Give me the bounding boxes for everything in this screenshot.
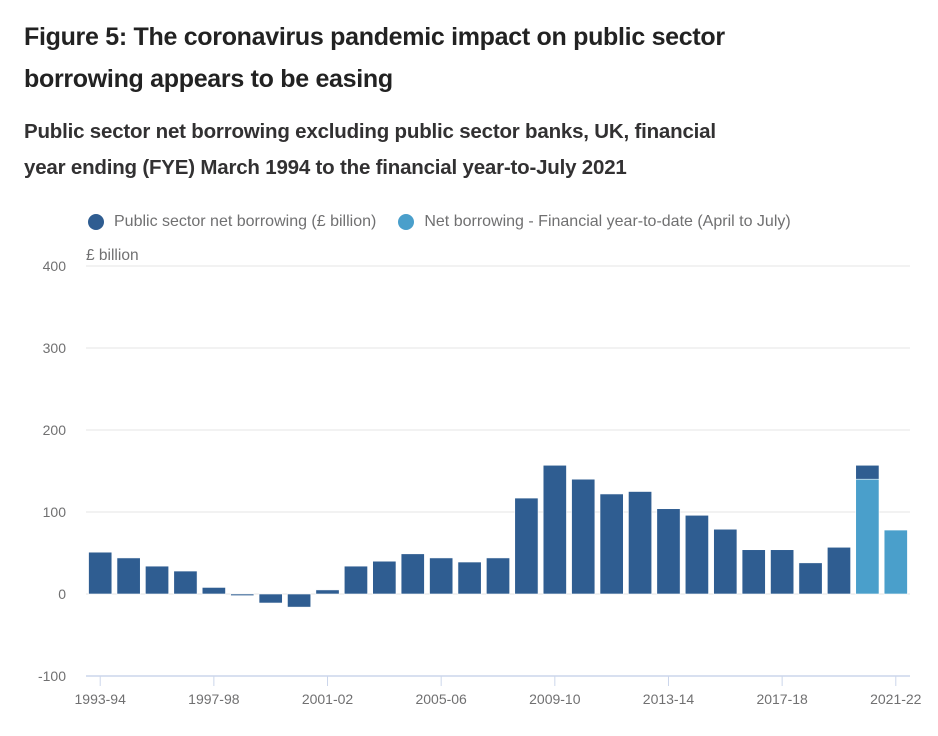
chart-title: Figure 5: The coronavirus pandemic impac…	[24, 16, 904, 100]
bar-psnb-2007-08[interactable]	[486, 557, 510, 595]
x-tick-label: 2013-14	[643, 691, 695, 707]
bar-psnb-2010-11[interactable]	[571, 478, 596, 595]
bar-psnb-2008-09[interactable]	[514, 497, 539, 595]
x-tick-label: 2005-06	[415, 691, 467, 707]
x-tick-label: 2001-02	[302, 691, 354, 707]
x-tick-label: 1993-94	[75, 691, 127, 707]
x-tick-label: 2021-22	[870, 691, 922, 707]
bar-psnb-1999-00[interactable]	[258, 593, 283, 604]
bar-psnb-1995-96[interactable]	[145, 565, 169, 595]
y-tick-label: 0	[58, 586, 66, 602]
y-tick-label: -100	[38, 668, 66, 684]
legend-item-ytd[interactable]: Net borrowing - Financial year-to-date (…	[398, 213, 791, 231]
bar-psnb-2017-18[interactable]	[770, 549, 795, 595]
bar-psnb-1993-94[interactable]	[88, 551, 113, 595]
bar-psnb-2019-20[interactable]	[827, 546, 851, 595]
x-tick-label: 2017-18	[756, 691, 808, 707]
x-axis: 1993-94 1997-98 2001-02 2005-06 2009-10 2013-…	[75, 675, 922, 707]
y-axis-unit-label: £ billion	[86, 247, 139, 264]
bar-psnb-1998-99[interactable]	[230, 593, 255, 596]
bar-psnb-2005-06[interactable]	[429, 557, 454, 595]
bar-psnb-1994-95[interactable]	[116, 557, 141, 595]
bar-psnb-2001-02[interactable]	[315, 589, 340, 595]
bar-psnb-1996-97[interactable]	[173, 570, 198, 595]
bar-psnb-2016-17[interactable]	[741, 549, 766, 595]
legend-item-psnb[interactable]: Public sector net borrowing (£ billion)	[88, 213, 376, 231]
bar-psnb-2009-10[interactable]	[542, 464, 567, 595]
bar-psnb-1997-98[interactable]	[201, 587, 226, 595]
y-axis-ticks: 400 300 200 100 0 -100	[38, 258, 66, 684]
bar-chart: 400 300 200 100 0 -100 £ billion 1993-94 1997-…	[38, 247, 922, 707]
x-tick-label: 1997-98	[188, 691, 240, 707]
chart-subtitle-line-2: year ending (FYE) March 1994 to the fina…	[24, 156, 627, 179]
chart-subtitle: Public sector net borrowing excluding pu…	[24, 114, 904, 186]
bar-psnb-2014-15[interactable]	[684, 514, 709, 595]
bar-ytd-2020-21[interactable]	[855, 478, 880, 595]
legend-dot-icon	[398, 214, 415, 230]
gridlines	[86, 265, 910, 595]
y-tick-label: 300	[43, 340, 67, 356]
bar-psnb-2006-07[interactable]	[457, 561, 482, 595]
bar-psnb-2000-01[interactable]	[287, 593, 312, 608]
legend-label: Public sector net borrowing (£ billion)	[114, 213, 377, 230]
bar-ytd-2021-22[interactable]	[883, 529, 908, 595]
chart-title-line-2: borrowing appears to be easing	[24, 65, 393, 93]
bar-psnb-2020-21[interactable]	[855, 464, 880, 480]
legend-label: Net borrowing - Financial year-to-date (…	[424, 213, 791, 230]
y-tick-label: 400	[43, 258, 67, 274]
chart-legend: Public sector net borrowing (£ billion) …	[88, 210, 813, 234]
chart-subtitle-line-1: Public sector net borrowing excluding pu…	[24, 120, 716, 143]
bar-psnb-2012-13[interactable]	[628, 491, 653, 595]
bar-psnb-2018-19[interactable]	[798, 562, 823, 595]
bar-psnb-2002-03[interactable]	[343, 565, 368, 595]
bar-psnb-2004-05[interactable]	[400, 553, 425, 595]
bar-psnb-2015-16[interactable]	[713, 528, 738, 595]
legend-dot-icon	[88, 214, 104, 230]
chart-title-line-1: Figure 5: The coronavirus pandemic impac…	[24, 23, 725, 51]
y-tick-label: 100	[43, 504, 67, 520]
x-tick-label: 2009-10	[529, 691, 581, 707]
bar-psnb-2011-12[interactable]	[599, 493, 624, 595]
y-tick-label: 200	[43, 422, 67, 438]
bar-psnb-2013-14[interactable]	[656, 508, 681, 595]
bars	[88, 464, 908, 608]
bar-psnb-2003-04[interactable]	[372, 560, 397, 595]
